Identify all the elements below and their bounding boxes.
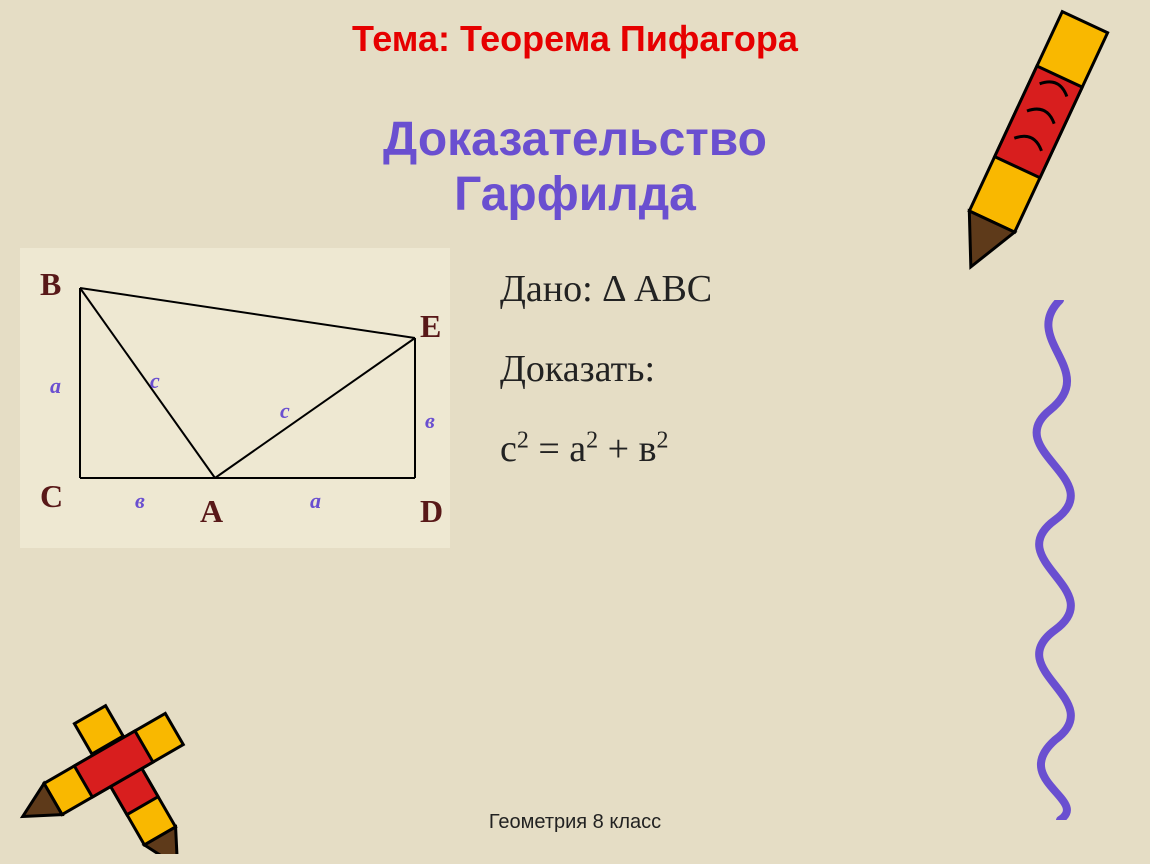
footer-text: Геометрия 8 класс bbox=[0, 811, 1150, 834]
given-line: Дано: Δ АВС bbox=[500, 250, 712, 330]
formula-c: с bbox=[500, 428, 517, 470]
garfield-diagram: a в c c a в B C A D E bbox=[20, 248, 450, 548]
vertex-label-E: E bbox=[420, 308, 441, 345]
topic-title: Тема: Теорема Пифагора bbox=[0, 18, 1150, 60]
edge-label: в bbox=[135, 488, 145, 514]
subtitle-line1: Доказательство bbox=[383, 113, 767, 166]
vertex-label-B: B bbox=[40, 266, 61, 303]
edge-label: c bbox=[150, 368, 160, 394]
diagram-svg bbox=[20, 248, 450, 548]
prove-line: Доказать: bbox=[500, 330, 712, 410]
formula-a: = а bbox=[529, 428, 586, 470]
squiggle-right-icon bbox=[1000, 300, 1120, 820]
vertex-label-A: A bbox=[200, 493, 223, 530]
formula-line: с2 = а2 + в2 bbox=[500, 410, 712, 490]
vertex-label-C: C bbox=[40, 478, 63, 515]
math-block: Дано: Δ АВС Доказать: с2 = а2 + в2 bbox=[500, 250, 712, 489]
subtitle-line2: Гарфилда bbox=[454, 168, 696, 221]
edge-label: a bbox=[50, 373, 61, 399]
edge-label: a bbox=[310, 488, 321, 514]
edge-label: в bbox=[425, 408, 435, 434]
vertex-label-D: D bbox=[420, 493, 443, 530]
proof-title: Доказательство Гарфилда bbox=[0, 112, 1150, 222]
formula-b: + в bbox=[598, 428, 656, 470]
edge-label: c bbox=[280, 398, 290, 424]
